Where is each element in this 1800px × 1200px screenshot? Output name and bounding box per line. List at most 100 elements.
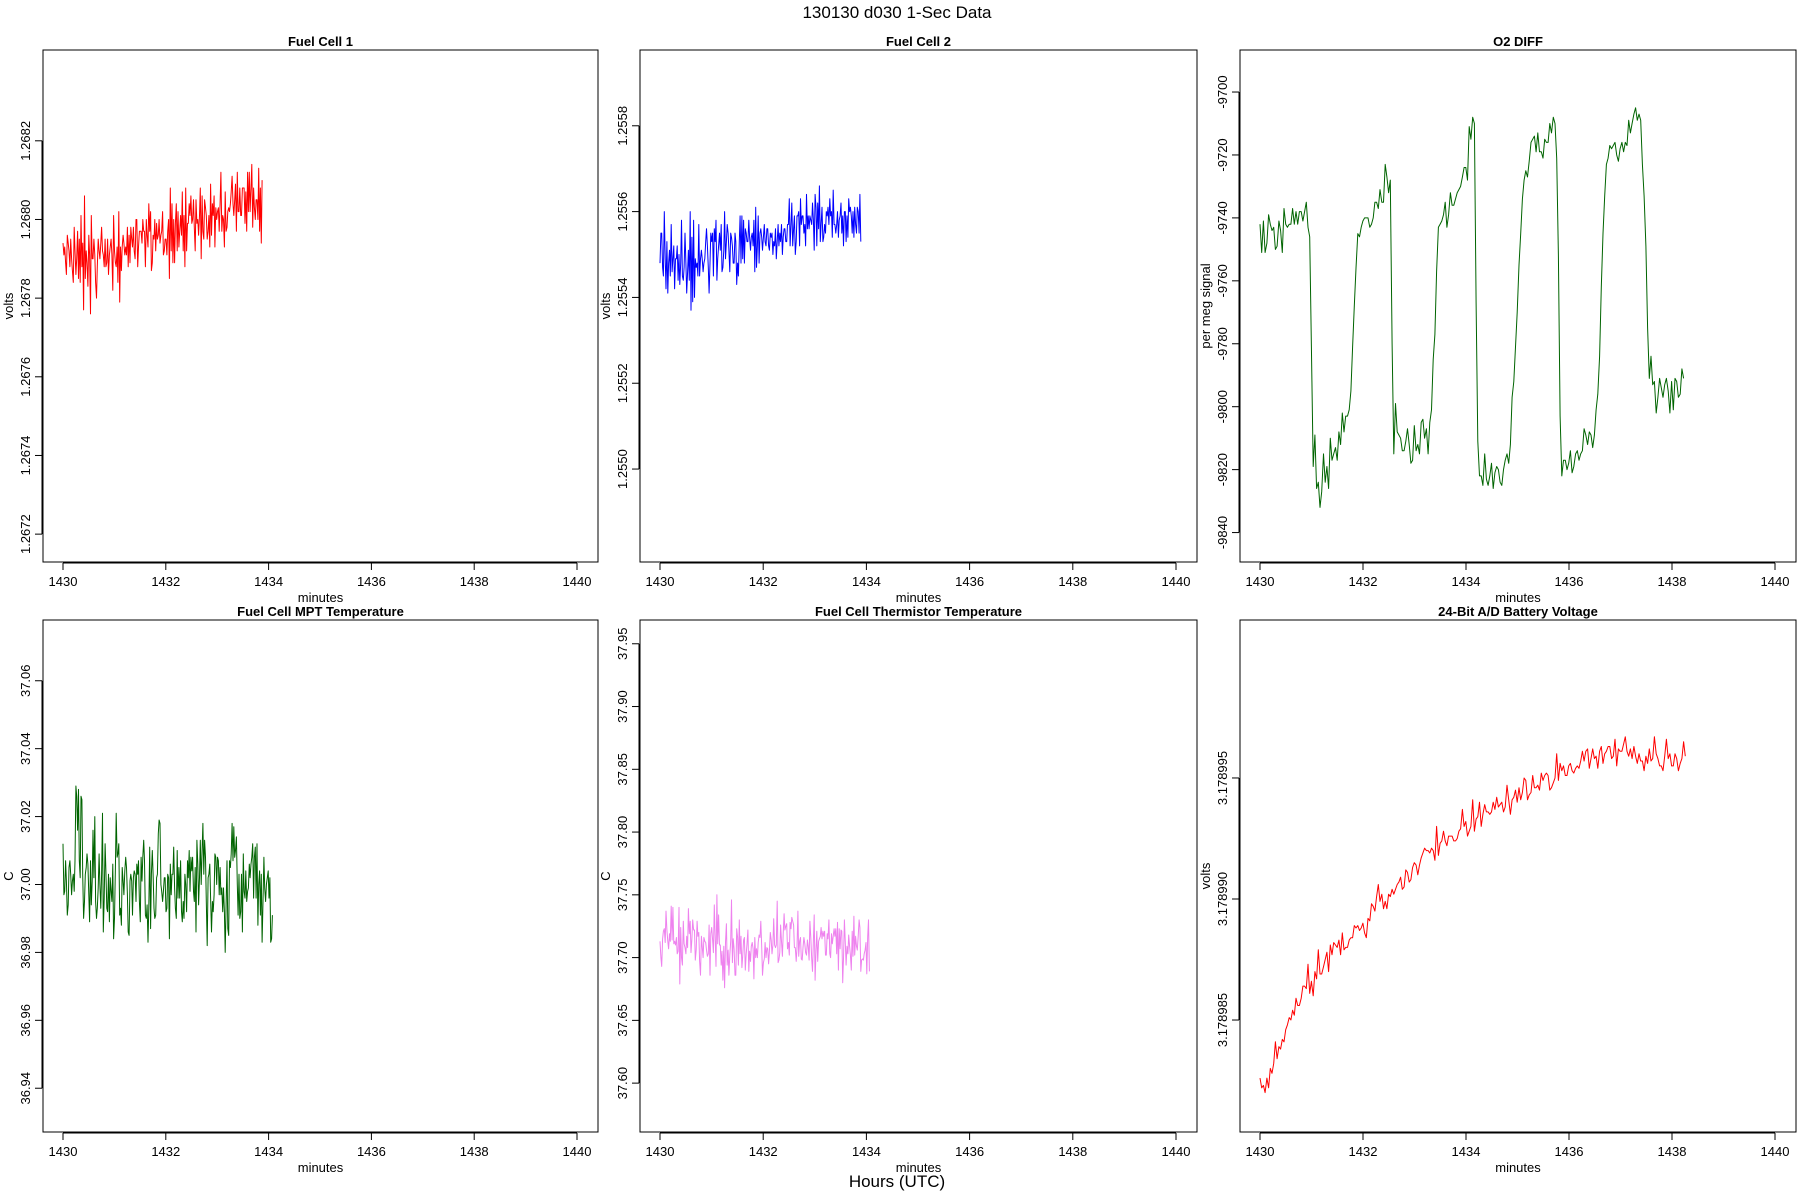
y-tick-label: 37.65: [615, 1004, 630, 1037]
panel-title: Fuel Cell Thermistor Temperature: [815, 604, 1022, 619]
y-tick-label: 37.00: [18, 868, 33, 901]
x-tick-label: 1438: [1058, 1144, 1087, 1159]
panel-title: O2 DIFF: [1493, 34, 1543, 49]
figure-xlabel: Hours (UTC): [849, 1172, 945, 1191]
x-tick-label: 1432: [151, 574, 180, 589]
x-tick-label: 1434: [254, 1144, 283, 1159]
x-tick-label: 1440: [563, 1144, 592, 1159]
x-tick-label: 1434: [852, 574, 881, 589]
y-tick-label: 1.2682: [18, 121, 33, 161]
x-axis-label: minutes: [1495, 590, 1541, 605]
plot-frame: [1239, 49, 1797, 563]
x-tick-label: 1434: [1452, 574, 1481, 589]
x-tick-label: 1434: [852, 1144, 881, 1159]
y-tick-label: -9820: [1215, 453, 1230, 486]
x-axis-label: minutes: [896, 1160, 942, 1175]
y-tick-label: 3.178985: [1215, 993, 1230, 1047]
y-tick-label: -9840: [1215, 516, 1230, 549]
x-tick-label: 1436: [1555, 574, 1584, 589]
x-tick-label: 1432: [1349, 574, 1378, 589]
y-tick-label: 1.2672: [18, 514, 33, 554]
y-tick-label: 1.2676: [18, 357, 33, 397]
x-tick-label: 1432: [749, 574, 778, 589]
y-tick-label: 37.02: [18, 800, 33, 833]
chart-panel-6: 24-Bit A/D Battery Voltage 1430 1432 1434 14…: [1198, 604, 1797, 1175]
y-tick-label: 37.95: [615, 627, 630, 660]
chart-panel-4: Fuel Cell MPT Temperature 1430 1432 1434 143…: [1, 604, 599, 1175]
y-tick-label: 37.06: [18, 664, 33, 697]
x-tick-label: 1436: [955, 574, 984, 589]
x-tick-label: 1438: [460, 1144, 489, 1159]
y-tick-label: -9780: [1215, 327, 1230, 360]
y-tick-label: 3.178995: [1215, 751, 1230, 805]
chart-panel-1: Fuel Cell 1 1430 1432 1434 1436 1438 1440 1.267…: [1, 34, 599, 605]
y-tick-label: 37.04: [18, 732, 33, 765]
x-tick-label: 1434: [254, 574, 283, 589]
x-tick-label: 1438: [1658, 1144, 1687, 1159]
y-tick-label: -9800: [1215, 390, 1230, 423]
figure-title: 130130 d030 1-Sec Data: [802, 3, 992, 22]
y-tick-label: 37.85: [615, 753, 630, 786]
chart-panel-5: Fuel Cell Thermistor Temperature 1430 1432…: [598, 604, 1198, 1175]
y-tick-label: -9700: [1215, 75, 1230, 108]
plot-frame: [1239, 619, 1797, 1133]
y-tick-label: 3.178990: [1215, 872, 1230, 926]
x-axis-label: minutes: [298, 1160, 344, 1175]
panel-title: Fuel Cell MPT Temperature: [237, 604, 404, 619]
y-tick-label: 1.2552: [615, 363, 630, 403]
plot-frame: [639, 619, 1198, 1133]
y-axis-label: volts: [1198, 862, 1213, 889]
series-line-1: [1259, 107, 1685, 508]
chart-panel-3: O2 DIFF 1430 1432 1434 1436 1438 1440 -9840 -982…: [1198, 34, 1797, 605]
y-tick-label: 36.94: [18, 1072, 33, 1105]
chart-panel-2: Fuel Cell 2 1430 1432 1434 1436 1438 1440 1.255…: [598, 34, 1198, 605]
series-line-1: [659, 185, 862, 311]
y-tick-label: 1.2556: [615, 192, 630, 232]
series-line-1: [1259, 736, 1686, 1094]
y-axis-label: volts: [1, 292, 16, 319]
x-tick-label: 1430: [1246, 1144, 1275, 1159]
y-axis-label: C: [598, 871, 613, 880]
x-tick-label: 1438: [1058, 574, 1087, 589]
x-tick-label: 1430: [49, 1144, 78, 1159]
x-tick-label: 1436: [955, 1144, 984, 1159]
x-tick-label: 1430: [646, 574, 675, 589]
x-tick-label: 1436: [357, 1144, 386, 1159]
x-tick-label: 1440: [1761, 1144, 1790, 1159]
x-tick-label: 1430: [646, 1144, 675, 1159]
y-tick-label: 37.60: [615, 1067, 630, 1100]
y-axis-label: C: [1, 871, 16, 880]
x-tick-label: 1432: [1349, 1144, 1378, 1159]
y-tick-label: 1.2550: [615, 449, 630, 489]
x-tick-label: 1440: [1761, 574, 1790, 589]
plot-frame: [42, 49, 599, 563]
x-tick-label: 1430: [49, 574, 78, 589]
y-tick-label: -9760: [1215, 264, 1230, 297]
panel-title: 24-Bit A/D Battery Voltage: [1438, 604, 1598, 619]
y-tick-label: 1.2554: [615, 278, 630, 318]
x-tick-label: 1440: [563, 574, 592, 589]
y-tick-label: 37.70: [615, 941, 630, 974]
y-tick-label: 1.2680: [18, 200, 33, 240]
x-tick-label: 1440: [1162, 574, 1191, 589]
plot-frame: [42, 619, 599, 1133]
x-axis-label: minutes: [1495, 1160, 1541, 1175]
y-axis-label: volts: [598, 292, 613, 319]
x-tick-label: 1434: [1452, 1144, 1481, 1159]
y-tick-label: 36.98: [18, 936, 33, 969]
x-tick-label: 1430: [1246, 574, 1275, 589]
plot-frame: [639, 49, 1198, 563]
x-tick-label: 1440: [1162, 1144, 1191, 1159]
panel-title: Fuel Cell 1: [288, 34, 353, 49]
y-tick-label: -9720: [1215, 138, 1230, 171]
y-axis-label: per meg signal: [1198, 263, 1213, 348]
series-line-1: [62, 785, 273, 953]
series-line-1: [659, 894, 870, 989]
x-axis-label: minutes: [298, 590, 344, 605]
y-tick-label: 37.75: [615, 879, 630, 912]
y-tick-label: 37.80: [615, 816, 630, 849]
panel-title: Fuel Cell 2: [886, 34, 951, 49]
x-tick-label: 1432: [749, 1144, 778, 1159]
y-tick-label: 1.2558: [615, 106, 630, 146]
